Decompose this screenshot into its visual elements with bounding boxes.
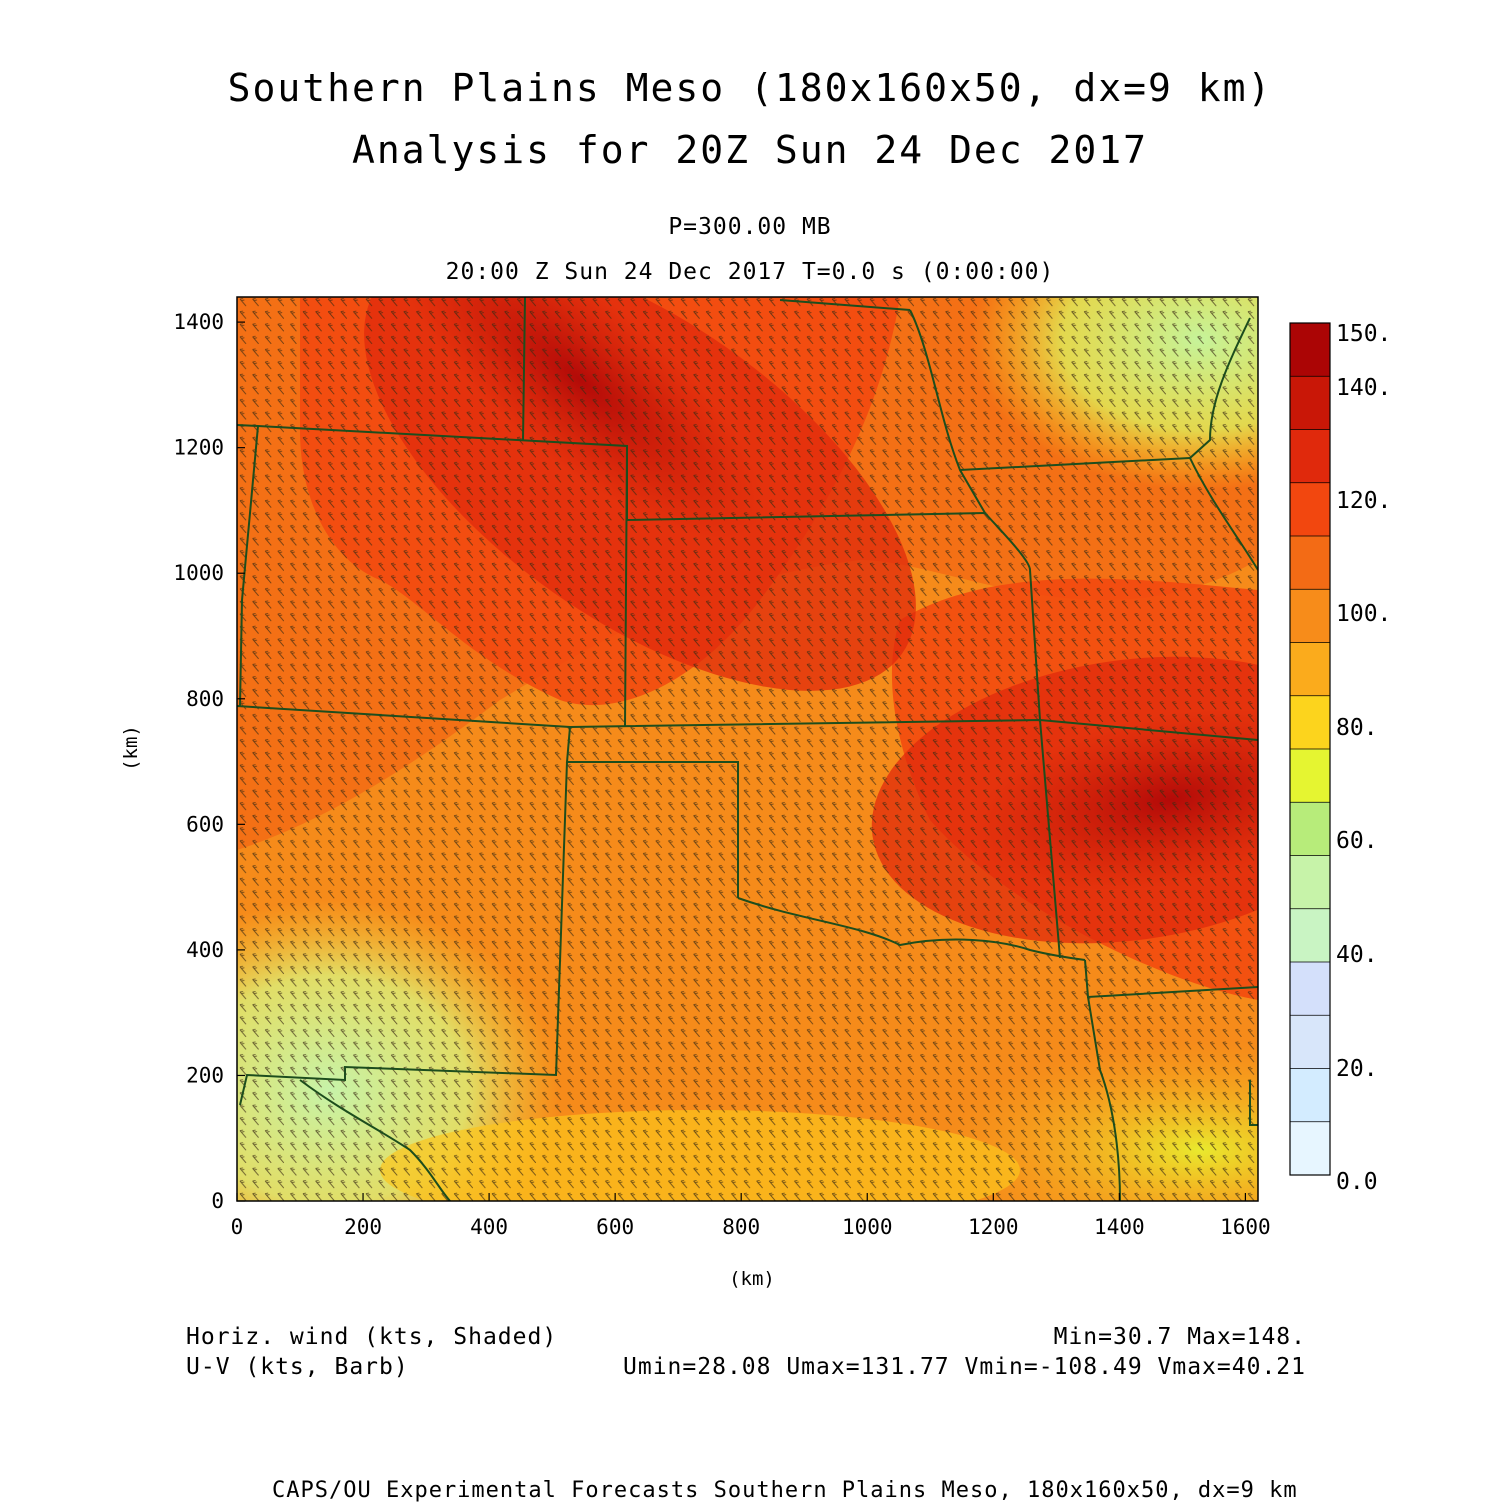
colorbar-label: 100. xyxy=(1336,601,1391,627)
colorbar-segment xyxy=(1290,376,1330,430)
colorbar-segment xyxy=(1290,855,1330,909)
colorbar-segment xyxy=(1290,749,1330,803)
colorbar-segment xyxy=(1290,429,1330,483)
colorbar-segment xyxy=(1290,1068,1330,1122)
y-axis: 0 200 400 600 800 1000 1200 1400 xyxy=(173,310,245,1213)
colorbar-segment xyxy=(1290,695,1330,749)
state-boundaries xyxy=(237,297,1258,1201)
x-tick-label: 1000 xyxy=(842,1215,893,1239)
pressure-level: P=300.00 MB xyxy=(668,214,832,240)
y-tick-label: 600 xyxy=(186,812,224,836)
x-axis: 0 200 400 600 800 1000 1200 1400 1600 xyxy=(231,1193,1271,1239)
y-tick-label: 200 xyxy=(186,1063,224,1087)
x-tick-label: 1400 xyxy=(1094,1215,1145,1239)
x-tick-label: 1200 xyxy=(968,1215,1019,1239)
colorbar-segment xyxy=(1290,1015,1330,1069)
colorbar-segment xyxy=(1290,908,1330,962)
colorbar-frame xyxy=(1289,322,1331,1176)
y-axis-label: (km) xyxy=(120,725,142,771)
title-line-2: Analysis for 20Z Sun 24 Dec 2017 xyxy=(351,128,1149,172)
colorbar-label: 20. xyxy=(1336,1056,1378,1082)
colorbar-label: 40. xyxy=(1336,942,1378,968)
y-tick-label: 1000 xyxy=(173,561,224,585)
colorbar-label: 150. xyxy=(1336,321,1391,347)
y-tick-label: 400 xyxy=(186,938,224,962)
colorbar-label: 0.0 xyxy=(1336,1169,1378,1195)
shaded-wind-speed xyxy=(237,297,1258,1201)
colorbar-segment xyxy=(1290,802,1330,856)
colorbar-label: 80. xyxy=(1336,715,1378,741)
y-tick-label: 0 xyxy=(211,1189,224,1213)
y-tick-label: 1400 xyxy=(173,310,224,334)
footer-credit: CAPS/OU Experimental Forecasts Southern … xyxy=(272,1478,1298,1503)
legend-barb-label: U-V (kts, Barb) xyxy=(186,1354,409,1380)
colorbar-segment xyxy=(1290,642,1330,696)
title-line-1: Southern Plains Meso (180x160x50, dx=9 k… xyxy=(227,66,1273,110)
colorbar-segment xyxy=(1290,589,1330,643)
colorbar-segment xyxy=(1290,962,1330,1016)
colorbar-label: 60. xyxy=(1336,828,1378,854)
colorbar: 150. 140. 120. 100. 80. 60. 40. 20. 0.0 xyxy=(1289,321,1391,1195)
x-tick-label: 1600 xyxy=(1220,1215,1271,1239)
x-tick-label: 600 xyxy=(596,1215,634,1239)
plot-frame xyxy=(236,296,1259,1202)
min-max-stats: Min=30.7 Max=148. xyxy=(1053,1324,1306,1350)
colorbar-segment xyxy=(1290,1121,1330,1175)
colorbar-label: 140. xyxy=(1336,375,1391,401)
x-axis-label: (km) xyxy=(729,1268,775,1290)
colorbar-label: 120. xyxy=(1336,488,1391,514)
x-tick-label: 200 xyxy=(344,1215,382,1239)
y-tick-label: 1200 xyxy=(173,436,224,460)
legend-shaded-label: Horiz. wind (kts, Shaded) xyxy=(186,1324,558,1350)
colorbar-segment xyxy=(1290,482,1330,536)
x-tick-label: 0 xyxy=(231,1215,244,1239)
x-tick-label: 400 xyxy=(470,1215,508,1239)
y-tick-label: 800 xyxy=(186,687,224,711)
valid-time: 20:00 Z Sun 24 Dec 2017 T=0.0 s (0:00:00… xyxy=(445,259,1055,285)
colorbar-segment xyxy=(1290,323,1330,377)
colorbar-segment xyxy=(1290,536,1330,590)
uv-stats: Umin=28.08 Umax=131.77 Vmin=-108.49 Vmax… xyxy=(623,1354,1306,1380)
x-tick-label: 800 xyxy=(722,1215,760,1239)
